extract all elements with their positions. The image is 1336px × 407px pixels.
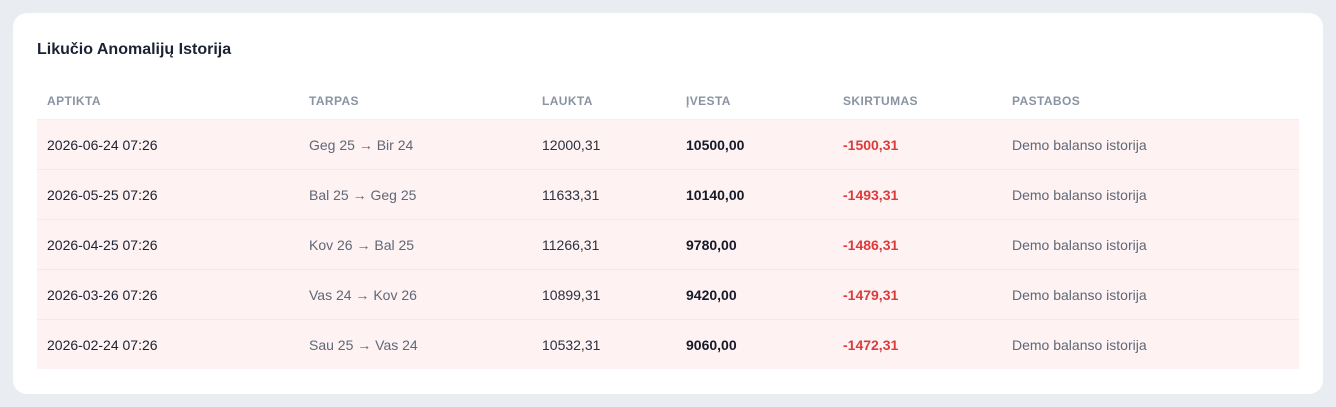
cell-difference: -1479,31 xyxy=(833,270,1002,320)
anomaly-table: APTIKTA TARPAS LAUKTA ĮVESTA SKIRTUMAS P… xyxy=(37,83,1299,369)
cell-expected: 12000,31 xyxy=(532,120,676,170)
table-row: 2026-04-25 07:26 Kov 26 → Bal 25 11266,3… xyxy=(37,220,1299,270)
cell-entered: 10500,00 xyxy=(676,120,833,170)
cell-gap: Sau 25 → Vas 24 xyxy=(299,320,532,370)
cell-gap: Kov 26 → Bal 25 xyxy=(299,220,532,270)
table-header-row: APTIKTA TARPAS LAUKTA ĮVESTA SKIRTUMAS P… xyxy=(37,83,1299,120)
header-expected: LAUKTA xyxy=(532,83,676,120)
table-row: 2026-05-25 07:26 Bal 25 → Geg 25 11633,3… xyxy=(37,170,1299,220)
cell-gap: Bal 25 → Geg 25 xyxy=(299,170,532,220)
cell-difference: -1486,31 xyxy=(833,220,1002,270)
cell-expected: 11266,31 xyxy=(532,220,676,270)
cell-detected: 2026-03-26 07:26 xyxy=(37,270,299,320)
cell-detected: 2026-02-24 07:26 xyxy=(37,320,299,370)
cell-difference: -1493,31 xyxy=(833,170,1002,220)
table-row: 2026-03-26 07:26 Vas 24 → Kov 26 10899,3… xyxy=(37,270,1299,320)
cell-difference: -1472,31 xyxy=(833,320,1002,370)
header-entered: ĮVESTA xyxy=(676,83,833,120)
anomaly-history-card: Likučio Anomalijų Istorija APTIKTA TARPA… xyxy=(13,13,1323,394)
table-row: 2026-06-24 07:26 Geg 25 → Bir 24 12000,3… xyxy=(37,120,1299,170)
cell-notes: Demo balanso istorija xyxy=(1002,220,1299,270)
header-difference: SKIRTUMAS xyxy=(833,83,1002,120)
cell-notes: Demo balanso istorija xyxy=(1002,120,1299,170)
cell-gap: Vas 24 → Kov 26 xyxy=(299,270,532,320)
cell-expected: 11633,31 xyxy=(532,170,676,220)
cell-entered: 9780,00 xyxy=(676,220,833,270)
cell-entered: 9060,00 xyxy=(676,320,833,370)
cell-difference: -1500,31 xyxy=(833,120,1002,170)
cell-gap: Geg 25 → Bir 24 xyxy=(299,120,532,170)
cell-expected: 10899,31 xyxy=(532,270,676,320)
cell-detected: 2026-04-25 07:26 xyxy=(37,220,299,270)
cell-detected: 2026-06-24 07:26 xyxy=(37,120,299,170)
header-detected: APTIKTA xyxy=(37,83,299,120)
table-row: 2026-02-24 07:26 Sau 25 → Vas 24 10532,3… xyxy=(37,320,1299,370)
cell-detected: 2026-05-25 07:26 xyxy=(37,170,299,220)
cell-entered: 10140,00 xyxy=(676,170,833,220)
header-gap: TARPAS xyxy=(299,83,532,120)
cell-notes: Demo balanso istorija xyxy=(1002,170,1299,220)
card-title: Likučio Anomalijų Istorija xyxy=(37,40,231,60)
cell-entered: 9420,00 xyxy=(676,270,833,320)
header-notes: PASTABOS xyxy=(1002,83,1299,120)
cell-notes: Demo balanso istorija xyxy=(1002,320,1299,370)
cell-expected: 10532,31 xyxy=(532,320,676,370)
cell-notes: Demo balanso istorija xyxy=(1002,270,1299,320)
